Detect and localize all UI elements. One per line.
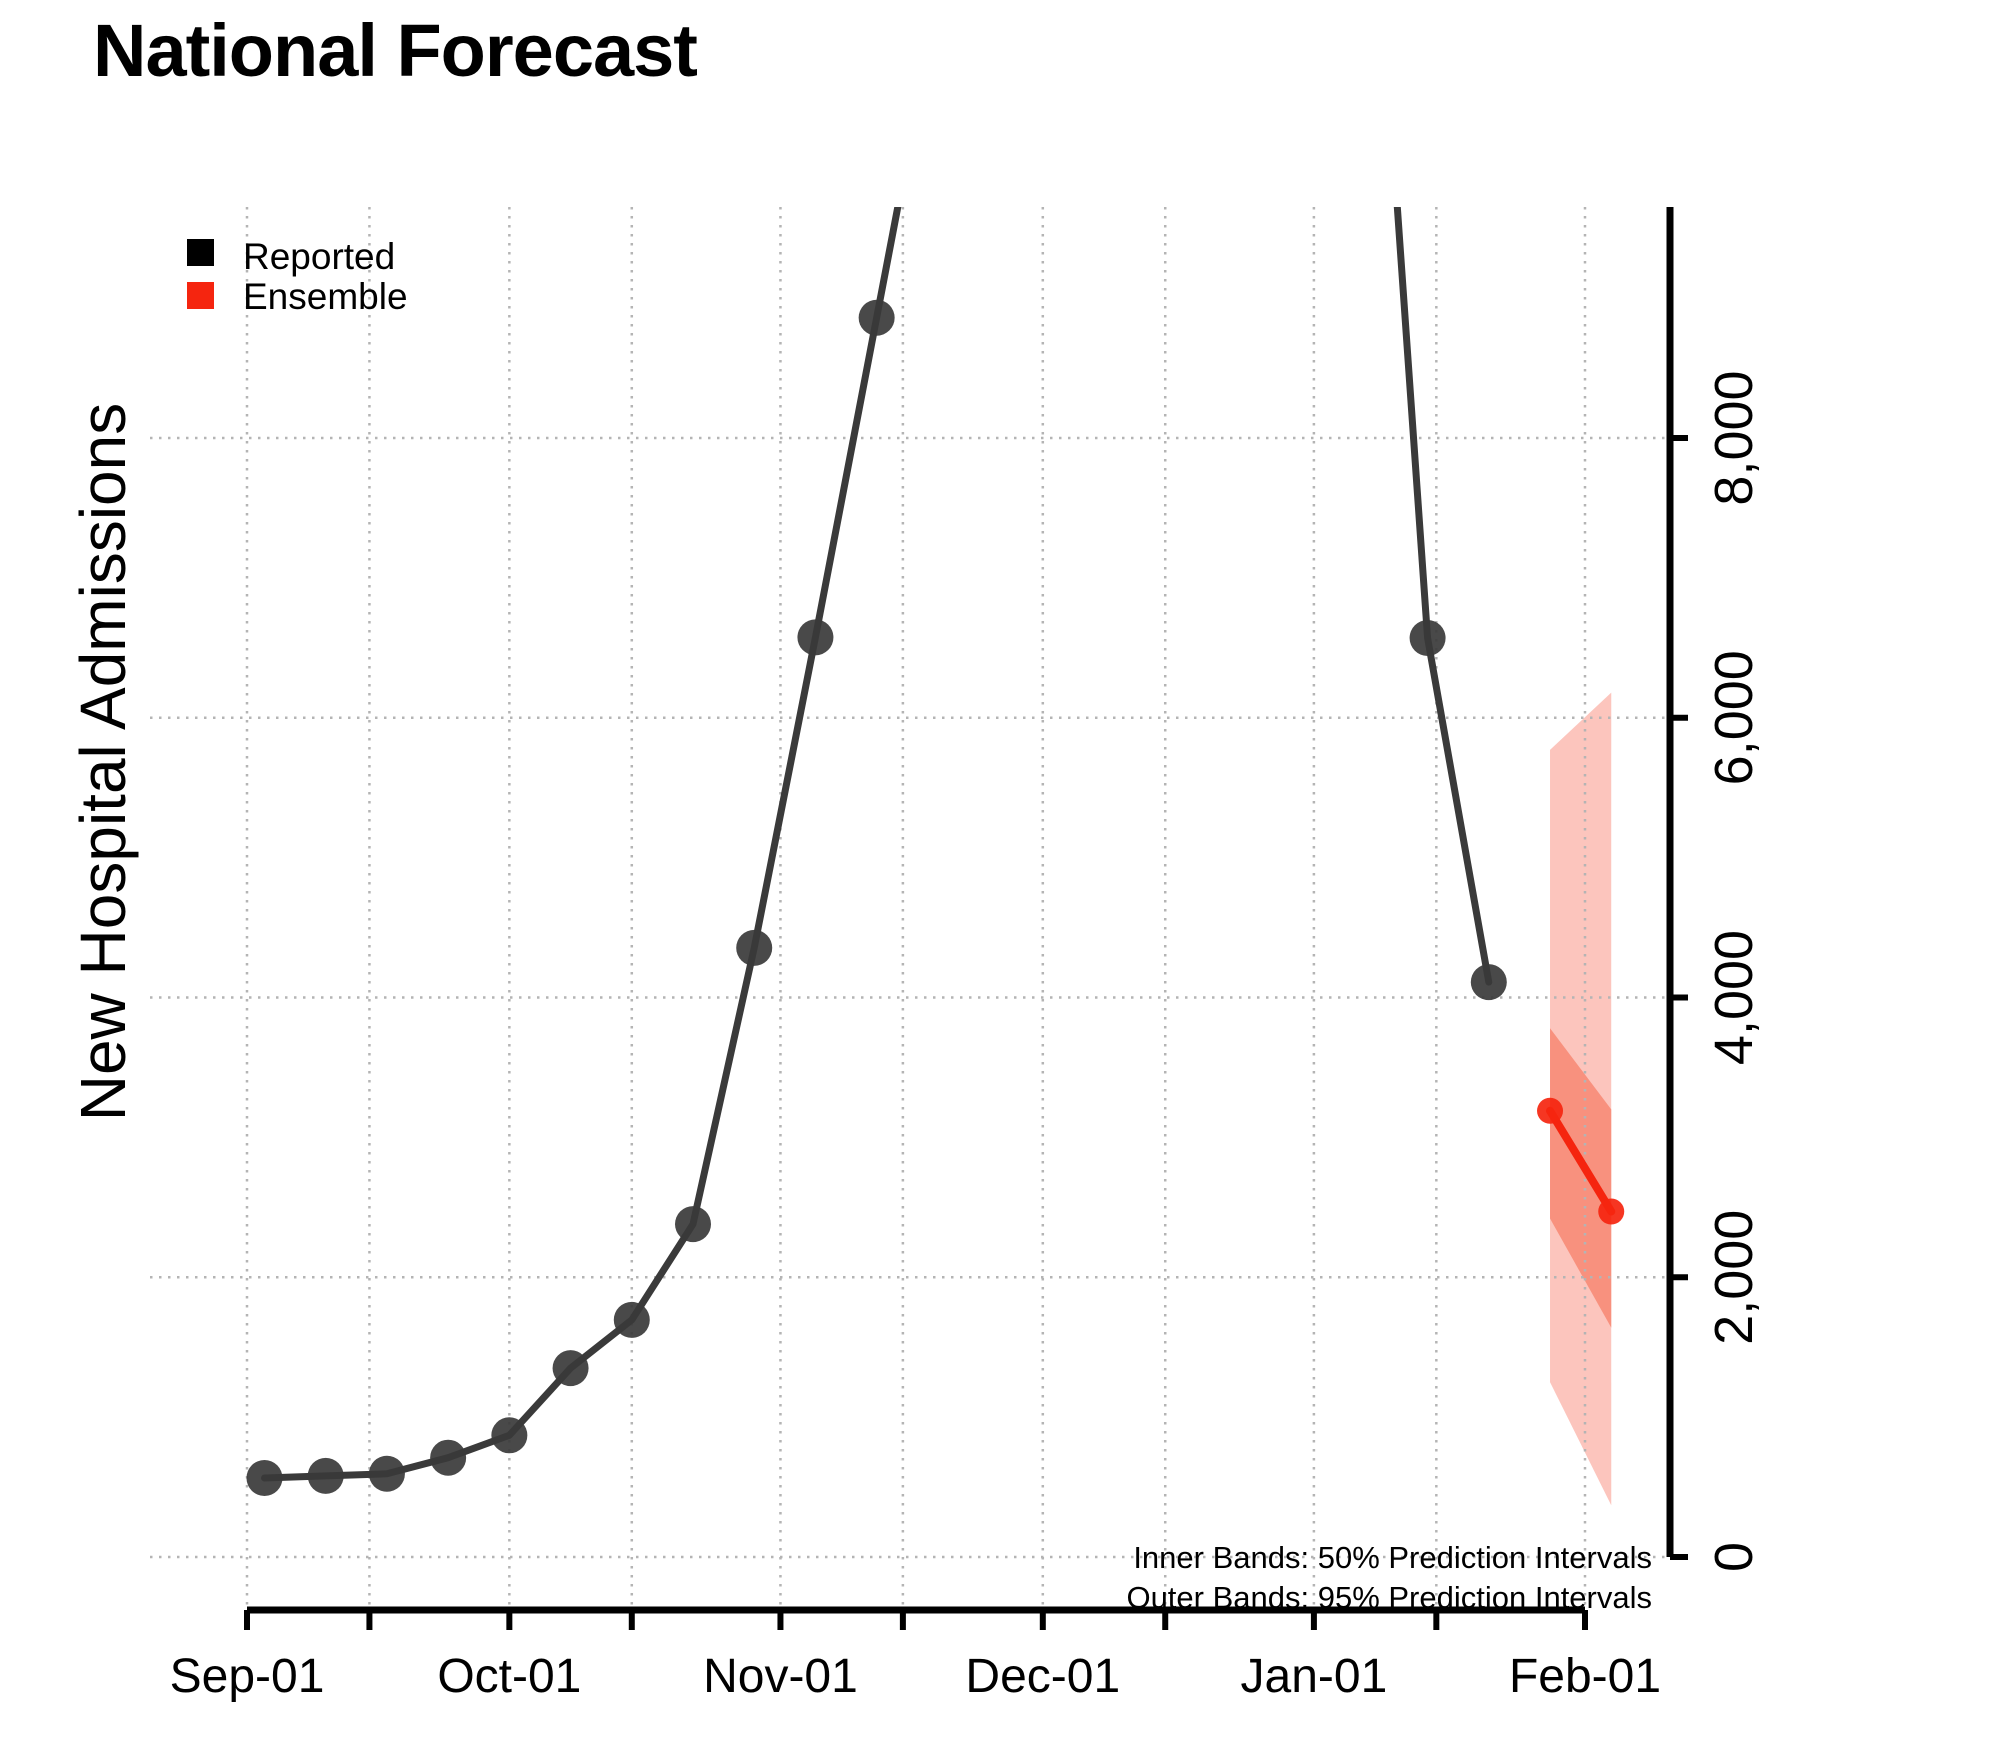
reported-point xyxy=(613,1301,650,1338)
legend-swatch-reported xyxy=(187,239,214,266)
reported-point xyxy=(307,1457,344,1494)
y-tick-label: 2,000 xyxy=(1704,1210,1764,1345)
reported-point xyxy=(858,299,895,336)
prediction-bands xyxy=(1550,692,1612,1506)
legend: Reported Ensemble xyxy=(187,236,408,317)
reported-point xyxy=(246,1459,283,1496)
legend-label-ensemble: Ensemble xyxy=(243,276,408,317)
x-tick-label: Feb-01 xyxy=(1509,1650,1661,1703)
reported-point xyxy=(430,1439,467,1476)
series-layer xyxy=(246,207,1625,1496)
reported-point xyxy=(552,1350,589,1387)
reported-point xyxy=(797,619,834,656)
ensemble-point xyxy=(1598,1198,1625,1225)
y-tick-label: 8,000 xyxy=(1704,370,1764,505)
reported-point xyxy=(1470,964,1507,1001)
x-axis-tick-labels: Sep-01 Oct-01 Nov-01 Dec-01 Jan-01 Feb-01 xyxy=(170,1650,1661,1703)
x-tick-label: Jan-01 xyxy=(1241,1650,1388,1703)
ensemble-point xyxy=(1537,1097,1564,1124)
annotation-inner-bands: Inner Bands: 50% Prediction Intervals xyxy=(1133,1540,1652,1575)
x-tick-label: Dec-01 xyxy=(965,1650,1120,1703)
x-tick-label: Sep-01 xyxy=(170,1650,325,1703)
chart-title: National Forecast xyxy=(93,9,697,92)
reported-line xyxy=(260,207,1493,1482)
x-tick-label: Nov-01 xyxy=(703,1650,858,1703)
y-tick-label: 4,000 xyxy=(1704,930,1764,1065)
y-axis-title: New Hospital Admissions xyxy=(67,403,139,1122)
inner-50-band xyxy=(1550,1028,1612,1328)
reported-point xyxy=(1409,620,1446,657)
reported-point xyxy=(368,1455,405,1492)
y-axis-tick-labels: 0 2,000 4,000 6,000 8,000 xyxy=(1704,370,1764,1572)
y-tick-label: 6,000 xyxy=(1704,650,1764,785)
legend-label-reported: Reported xyxy=(243,236,395,277)
reported-point xyxy=(491,1417,528,1454)
reported-point xyxy=(675,1206,711,1243)
reported-point xyxy=(736,929,773,966)
axes xyxy=(244,207,1688,1630)
ensemble-line xyxy=(1546,1106,1616,1216)
annotation-outer-bands: Outer Bands: 95% Prediction Intervals xyxy=(1126,1580,1652,1615)
gridlines xyxy=(150,207,1670,1610)
x-tick-label: Oct-01 xyxy=(437,1650,581,1703)
y-tick-label: 0 xyxy=(1704,1542,1764,1572)
legend-swatch-ensemble xyxy=(187,282,214,309)
